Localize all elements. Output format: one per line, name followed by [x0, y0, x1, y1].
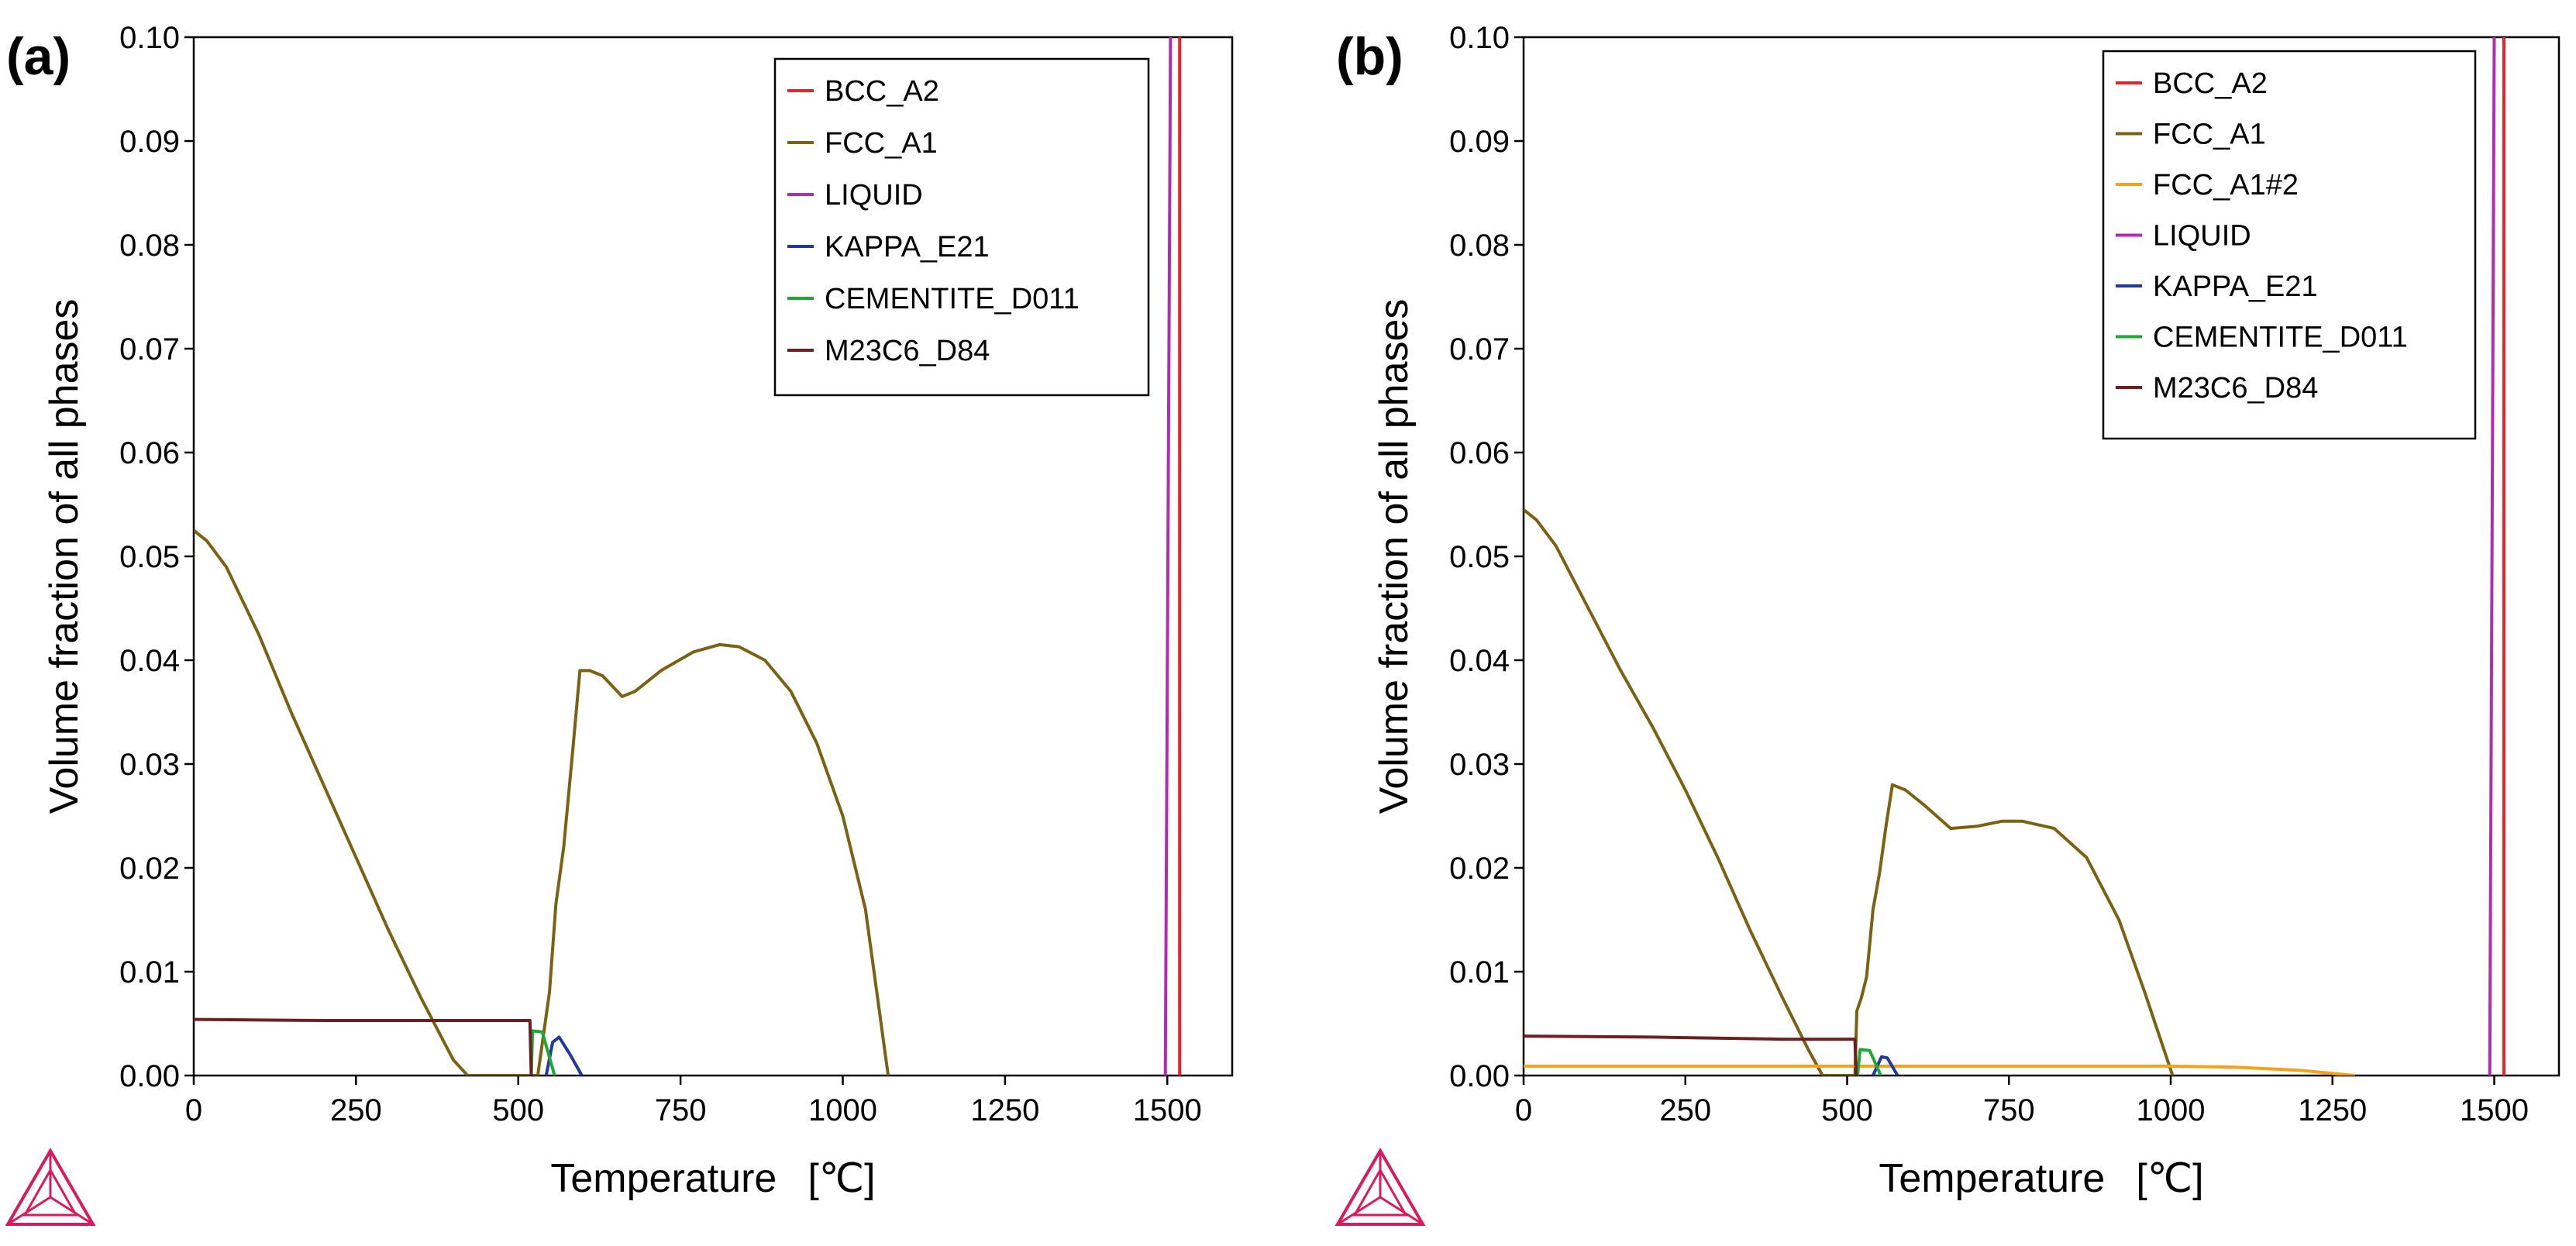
y-tick-label: 0.04: [119, 644, 180, 678]
panel-label: (a): [6, 27, 71, 86]
y-tick-label: 0.01: [1449, 955, 1510, 990]
legend-label-m23c6-d84: M23C6_D84: [825, 335, 990, 367]
logo-spoke: [50, 1196, 94, 1226]
x-tick-label: 250: [1659, 1093, 1711, 1127]
legend-box: [2102, 50, 2477, 440]
x-axis-unit: [℃]: [2136, 1156, 2203, 1201]
y-tick-label: 0.06: [1449, 436, 1510, 470]
legend-label-cementite-d011: CEMENTITE_D011: [2153, 322, 2408, 354]
logo-outer-triangle: [5, 1148, 96, 1226]
legend-label-fcc-a1-2: FCC_A1#2: [2153, 169, 2299, 201]
y-tick-label: 0.03: [1449, 748, 1510, 782]
legend-label-m23c6-d84: M23C6_D84: [2153, 372, 2318, 404]
series-line-fcc-a1-2: [1524, 1064, 2356, 1076]
series-line-m23c6-d84: [194, 1017, 533, 1076]
legend-label-kappa-e21: KAPPA_E21: [2153, 270, 2318, 303]
y-tick-label: 0.03: [119, 748, 180, 782]
chart-panel-a: 0.00 0.01 0.02 0.03 0.04 0.05 0.06 0.07 0.08 0.09…: [5, 21, 1234, 1226]
y-tick-label: 0.02: [119, 852, 180, 886]
y-tick-label: 0.01: [119, 955, 180, 990]
x-tick-label: 1500: [1133, 1093, 1202, 1127]
x-tick-label: 0: [185, 1093, 202, 1127]
x-tick-label: 500: [492, 1093, 544, 1127]
series-group: [1524, 37, 2505, 1076]
legend-label-bcc-a2: BCC_A2: [825, 75, 939, 108]
x-axis-label: Temperature: [1879, 1156, 2105, 1201]
x-tick-label: 0: [1515, 1093, 1532, 1127]
y-tick-label: 0.10: [1449, 21, 1510, 55]
logo-spoke: [1379, 1196, 1424, 1226]
series-line-cementite-d011: [1855, 1048, 1882, 1076]
y-tick-label: 0.00: [1449, 1059, 1510, 1093]
y-tick-label: 0.04: [1449, 644, 1510, 678]
chart-panel-b: 0.00 0.01 0.02 0.03 0.04 0.05 0.06 0.07 0.08 0.09…: [1334, 21, 2561, 1226]
y-tick-label: 0.10: [119, 21, 180, 55]
legend-label-bcc-a2: BCC_A2: [2153, 67, 2268, 100]
x-tick-label: 750: [655, 1093, 707, 1127]
logo-inner-triangle: [1352, 1167, 1408, 1217]
legend-label-liquid: LIQUID: [2153, 220, 2251, 253]
x-tick-label: 1250: [2298, 1093, 2367, 1127]
x-axis-label: Temperature: [550, 1156, 777, 1201]
y-tick-label: 0.09: [119, 125, 180, 159]
x-tick-label: 750: [1983, 1093, 2035, 1127]
y-tick-label: 0.07: [119, 332, 180, 367]
y-axis-title: Volume fraction of all phases: [42, 299, 87, 814]
legend-label-fcc-a1: FCC_A1: [2153, 119, 2266, 151]
legend-box: [773, 57, 1150, 397]
y-tick-label: 0.08: [119, 229, 180, 263]
series-line-fcc-a1: [1524, 508, 2175, 1076]
series-line-m23c6-d84: [1524, 1034, 1858, 1076]
triangle-logo-icon: [1334, 1148, 1426, 1226]
logo-outer-triangle: [1334, 1148, 1426, 1226]
legend-label-fcc-a1: FCC_A1: [825, 127, 938, 160]
x-axis-title: Temperature [℃]: [550, 1156, 875, 1201]
series-group: [194, 37, 1182, 1076]
series-line-liquid: [1163, 37, 1173, 1076]
y-tick-label: 0.07: [1449, 332, 1510, 367]
x-tick-label: 1000: [808, 1093, 877, 1127]
logo-spoke: [7, 1196, 51, 1226]
series-line-liquid: [2488, 37, 2496, 1076]
y-tick-label: 0.08: [1449, 229, 1510, 263]
legend-label-cementite-d011: CEMENTITE_D011: [825, 283, 1080, 315]
y-tick-label: 0.05: [1449, 540, 1510, 574]
y-tick-label: 0.00: [119, 1059, 180, 1093]
legend: BCC_A2 FCC_A1 LIQUID KAPPA_E21 CEMENTITE_D01…: [773, 57, 1150, 397]
x-tick-label: 1250: [970, 1093, 1039, 1127]
x-axis-title: Temperature [℃]: [1879, 1156, 2203, 1201]
y-tick-label: 0.02: [1449, 852, 1510, 886]
series-line-kappa-e21: [544, 1035, 584, 1076]
x-axis-unit: [℃]: [808, 1156, 875, 1201]
legend-label-liquid: LIQUID: [825, 179, 923, 212]
legend-label-kappa-e21: KAPPA_E21: [825, 231, 990, 263]
y-tick-label: 0.05: [119, 540, 180, 574]
panel-label: (b): [1336, 27, 1403, 86]
y-tick-label: 0.06: [119, 436, 180, 470]
x-tick-label: 250: [330, 1093, 382, 1127]
y-axis-title: Volume fraction of all phases: [1372, 299, 1417, 814]
triangle-logo-icon: [5, 1148, 96, 1226]
series-line-fcc-a1: [194, 528, 890, 1076]
legend: BCC_A2 FCC_A1 FCC_A1#2 LIQUID KAPPA_E21 CEMEN…: [2102, 50, 2477, 440]
x-tick-label: 1000: [2137, 1093, 2206, 1127]
x-tick-label: 500: [1821, 1093, 1873, 1127]
y-tick-label: 0.09: [1449, 125, 1510, 159]
logo-spoke: [1337, 1196, 1381, 1226]
logo-inner-triangle: [22, 1167, 78, 1217]
x-tick-label: 1500: [2460, 1093, 2529, 1127]
